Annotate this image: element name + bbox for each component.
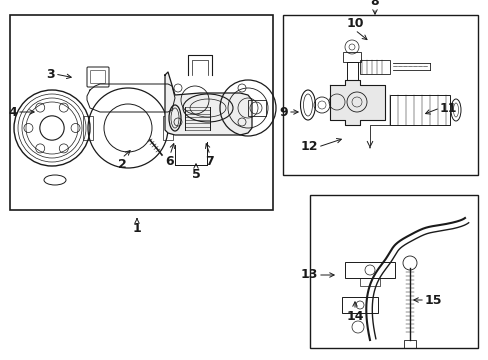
Polygon shape	[329, 80, 384, 125]
Bar	[10, 15, 272, 210]
Text: 14: 14	[346, 310, 363, 323]
Text: 5: 5	[191, 168, 200, 181]
Text: 1: 1	[132, 222, 141, 235]
Text: 3: 3	[46, 68, 55, 81]
Bar	[341, 297, 377, 313]
Bar	[359, 278, 379, 286]
Bar	[345, 262, 394, 278]
Bar	[403, 340, 415, 348]
Bar	[309, 195, 477, 348]
Bar	[389, 95, 449, 125]
Bar	[342, 52, 360, 62]
Bar	[283, 15, 477, 175]
Text: 7: 7	[205, 155, 214, 168]
Text: 15: 15	[424, 293, 442, 306]
Text: 12: 12	[300, 140, 317, 153]
Bar	[83, 116, 93, 140]
Bar	[247, 100, 265, 116]
Text: 9: 9	[279, 105, 287, 118]
Text: 6: 6	[165, 155, 174, 168]
Bar	[359, 60, 389, 74]
Text: 13: 13	[300, 269, 317, 282]
Text: 2: 2	[118, 158, 126, 171]
Text: 8: 8	[370, 0, 379, 8]
Text: 11: 11	[439, 102, 457, 114]
Bar	[163, 116, 173, 140]
Text: 10: 10	[346, 17, 363, 30]
Text: 4: 4	[8, 105, 17, 118]
Polygon shape	[164, 72, 251, 135]
